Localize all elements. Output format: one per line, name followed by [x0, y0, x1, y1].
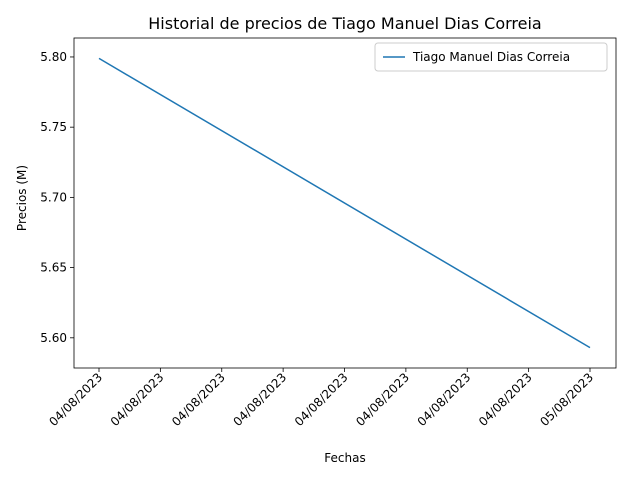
legend-box	[374, 42, 608, 72]
legend-label: Tiago Manuel Dias Correia	[412, 50, 570, 64]
plot-frame	[73, 37, 617, 369]
legend: Tiago Manuel Dias Correia	[374, 42, 608, 72]
y-axis-label: Precios (M)	[15, 165, 29, 231]
y-tick-label: 5.75	[40, 120, 67, 134]
x-axis-label: Fechas	[324, 451, 365, 465]
chart-title: Historial de precios de Tiago Manuel Dia…	[148, 14, 541, 33]
y-tick-label: 5.80	[40, 50, 67, 64]
y-tick-label: 5.65	[40, 261, 67, 275]
series-line	[98, 57, 591, 349]
y-tick-label: 5.70	[40, 190, 67, 204]
y-tick-label: 5.60	[40, 331, 67, 345]
